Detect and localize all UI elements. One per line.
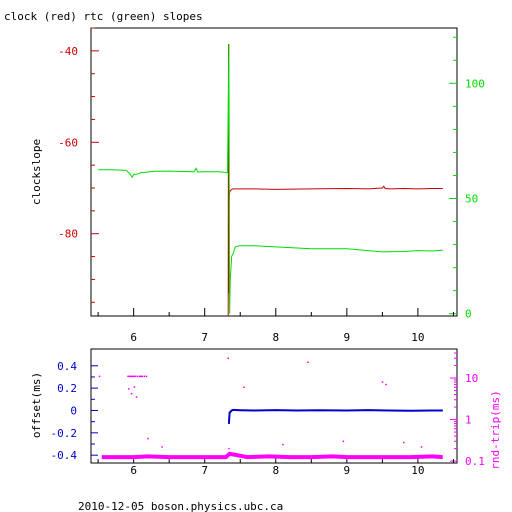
rnd-trip-point	[420, 446, 423, 448]
top-x-tick-label: 10	[411, 331, 424, 344]
bottom-x-tick-label: 6	[130, 464, 137, 477]
offset-tick-label: 0.4	[57, 360, 77, 373]
rnd-trip-point	[138, 375, 141, 378]
rnd-trip-axis-label: rnd-trip(ms)	[489, 390, 502, 469]
clock-slope-line	[227, 43, 443, 317]
rnd-trip-point	[134, 375, 136, 378]
slope-plot-frame	[90, 27, 458, 317]
offset-tick-label: 0	[70, 404, 77, 417]
rnd-trip-band	[101, 451, 443, 460]
slope-series	[98, 43, 443, 317]
rnd-trip-point	[227, 357, 229, 359]
rnd-trip-point	[147, 437, 149, 440]
offset-line	[227, 408, 443, 424]
rnd-trip-tick-label: 1	[465, 414, 472, 427]
clockslope-tick-label: -40	[58, 45, 78, 58]
rnd-trip-point	[130, 393, 133, 395]
offset-axis: 0.4 0.2 0 -0.2 -0.4	[51, 360, 98, 462]
rnd-trip-point	[381, 381, 384, 383]
offset-tick-label: -0.2	[51, 427, 78, 440]
rnd-trip-point	[135, 396, 138, 398]
rnd-trip-point	[98, 375, 101, 378]
rnd-trip-tick-label: 0.1	[465, 455, 485, 468]
rnd-trip-point	[307, 361, 309, 363]
bottom-x-axis: 6 7 8 9 10	[97, 456, 454, 477]
clockslope-tick-label: -60	[58, 136, 78, 149]
offset-tick-label: -0.4	[51, 449, 78, 462]
footer-text: 2010-12-05 boson.physics.ubc.ca	[78, 500, 283, 512]
rnd-trip-point	[143, 375, 146, 378]
bottom-x-tick-label: 8	[272, 464, 279, 477]
rtc-slope-tick-label: 0	[465, 308, 472, 321]
bottom-x-tick-label: 10	[411, 464, 424, 477]
clockslope-axis-label: clockslope	[30, 139, 43, 205]
rnd-trip-point	[228, 447, 230, 450]
clockslope-tick-label: -80	[58, 228, 78, 241]
rnd-trip-point	[133, 386, 136, 388]
rnd-trip-point	[127, 375, 129, 378]
rnd-trip-point	[136, 375, 138, 378]
rnd-trip-point	[161, 446, 163, 448]
clockslope-axis: -40 -60 -80	[58, 27, 99, 303]
rnd-trip-point	[385, 383, 387, 386]
rnd-trip-point	[130, 375, 132, 378]
rnd-trip-axis: 10 1 0.1	[450, 352, 485, 468]
top-x-tick-label: 8	[272, 331, 279, 344]
rtc-slope-tick-label: 50	[465, 192, 478, 205]
bottom-x-tick-label: 7	[201, 464, 208, 477]
top-x-tick-label: 6	[130, 331, 137, 344]
rnd-trip-point	[132, 375, 135, 378]
page-title: clock (red) rtc (green) slopes	[4, 10, 203, 23]
rnd-trip-tick-label: 10	[465, 372, 478, 385]
rnd-trip-point	[342, 440, 345, 443]
rnd-trip-point	[131, 375, 133, 378]
rtc-slope-axis: 0 50 100	[449, 36, 485, 321]
offset-axis-label: offset(ms)	[30, 372, 43, 438]
top-x-tick-label: 9	[344, 331, 351, 344]
top-x-tick-label: 7	[201, 331, 208, 344]
offset-tick-label: 0.2	[57, 382, 77, 395]
top-x-axis: 6 7 8 9 10	[97, 308, 454, 344]
rnd-trip-point	[141, 375, 143, 378]
offset-series	[98, 357, 443, 460]
slope-panel: -40 -60 -80 0 50 100 6 7 8 9 10 clockslope	[30, 27, 485, 344]
rnd-trip-point	[128, 375, 131, 378]
rtc-slope-line	[98, 44, 443, 314]
rnd-trip-point	[282, 443, 284, 446]
rtc-slope-tick-label: 100	[465, 77, 485, 90]
rnd-trip-point	[140, 375, 142, 378]
bottom-x-tick-label: 9	[344, 464, 351, 477]
rnd-trip-point	[128, 388, 130, 390]
offset-plot-frame	[90, 348, 458, 464]
rnd-trip-point	[403, 441, 405, 444]
offset-panel: 0.4 0.2 0 -0.2 -0.4 10 1 0.1 6 7 8 9 10 offset(ms)…	[30, 348, 502, 477]
rnd-trip-point	[243, 386, 245, 388]
rnd-trip-point	[145, 375, 148, 378]
